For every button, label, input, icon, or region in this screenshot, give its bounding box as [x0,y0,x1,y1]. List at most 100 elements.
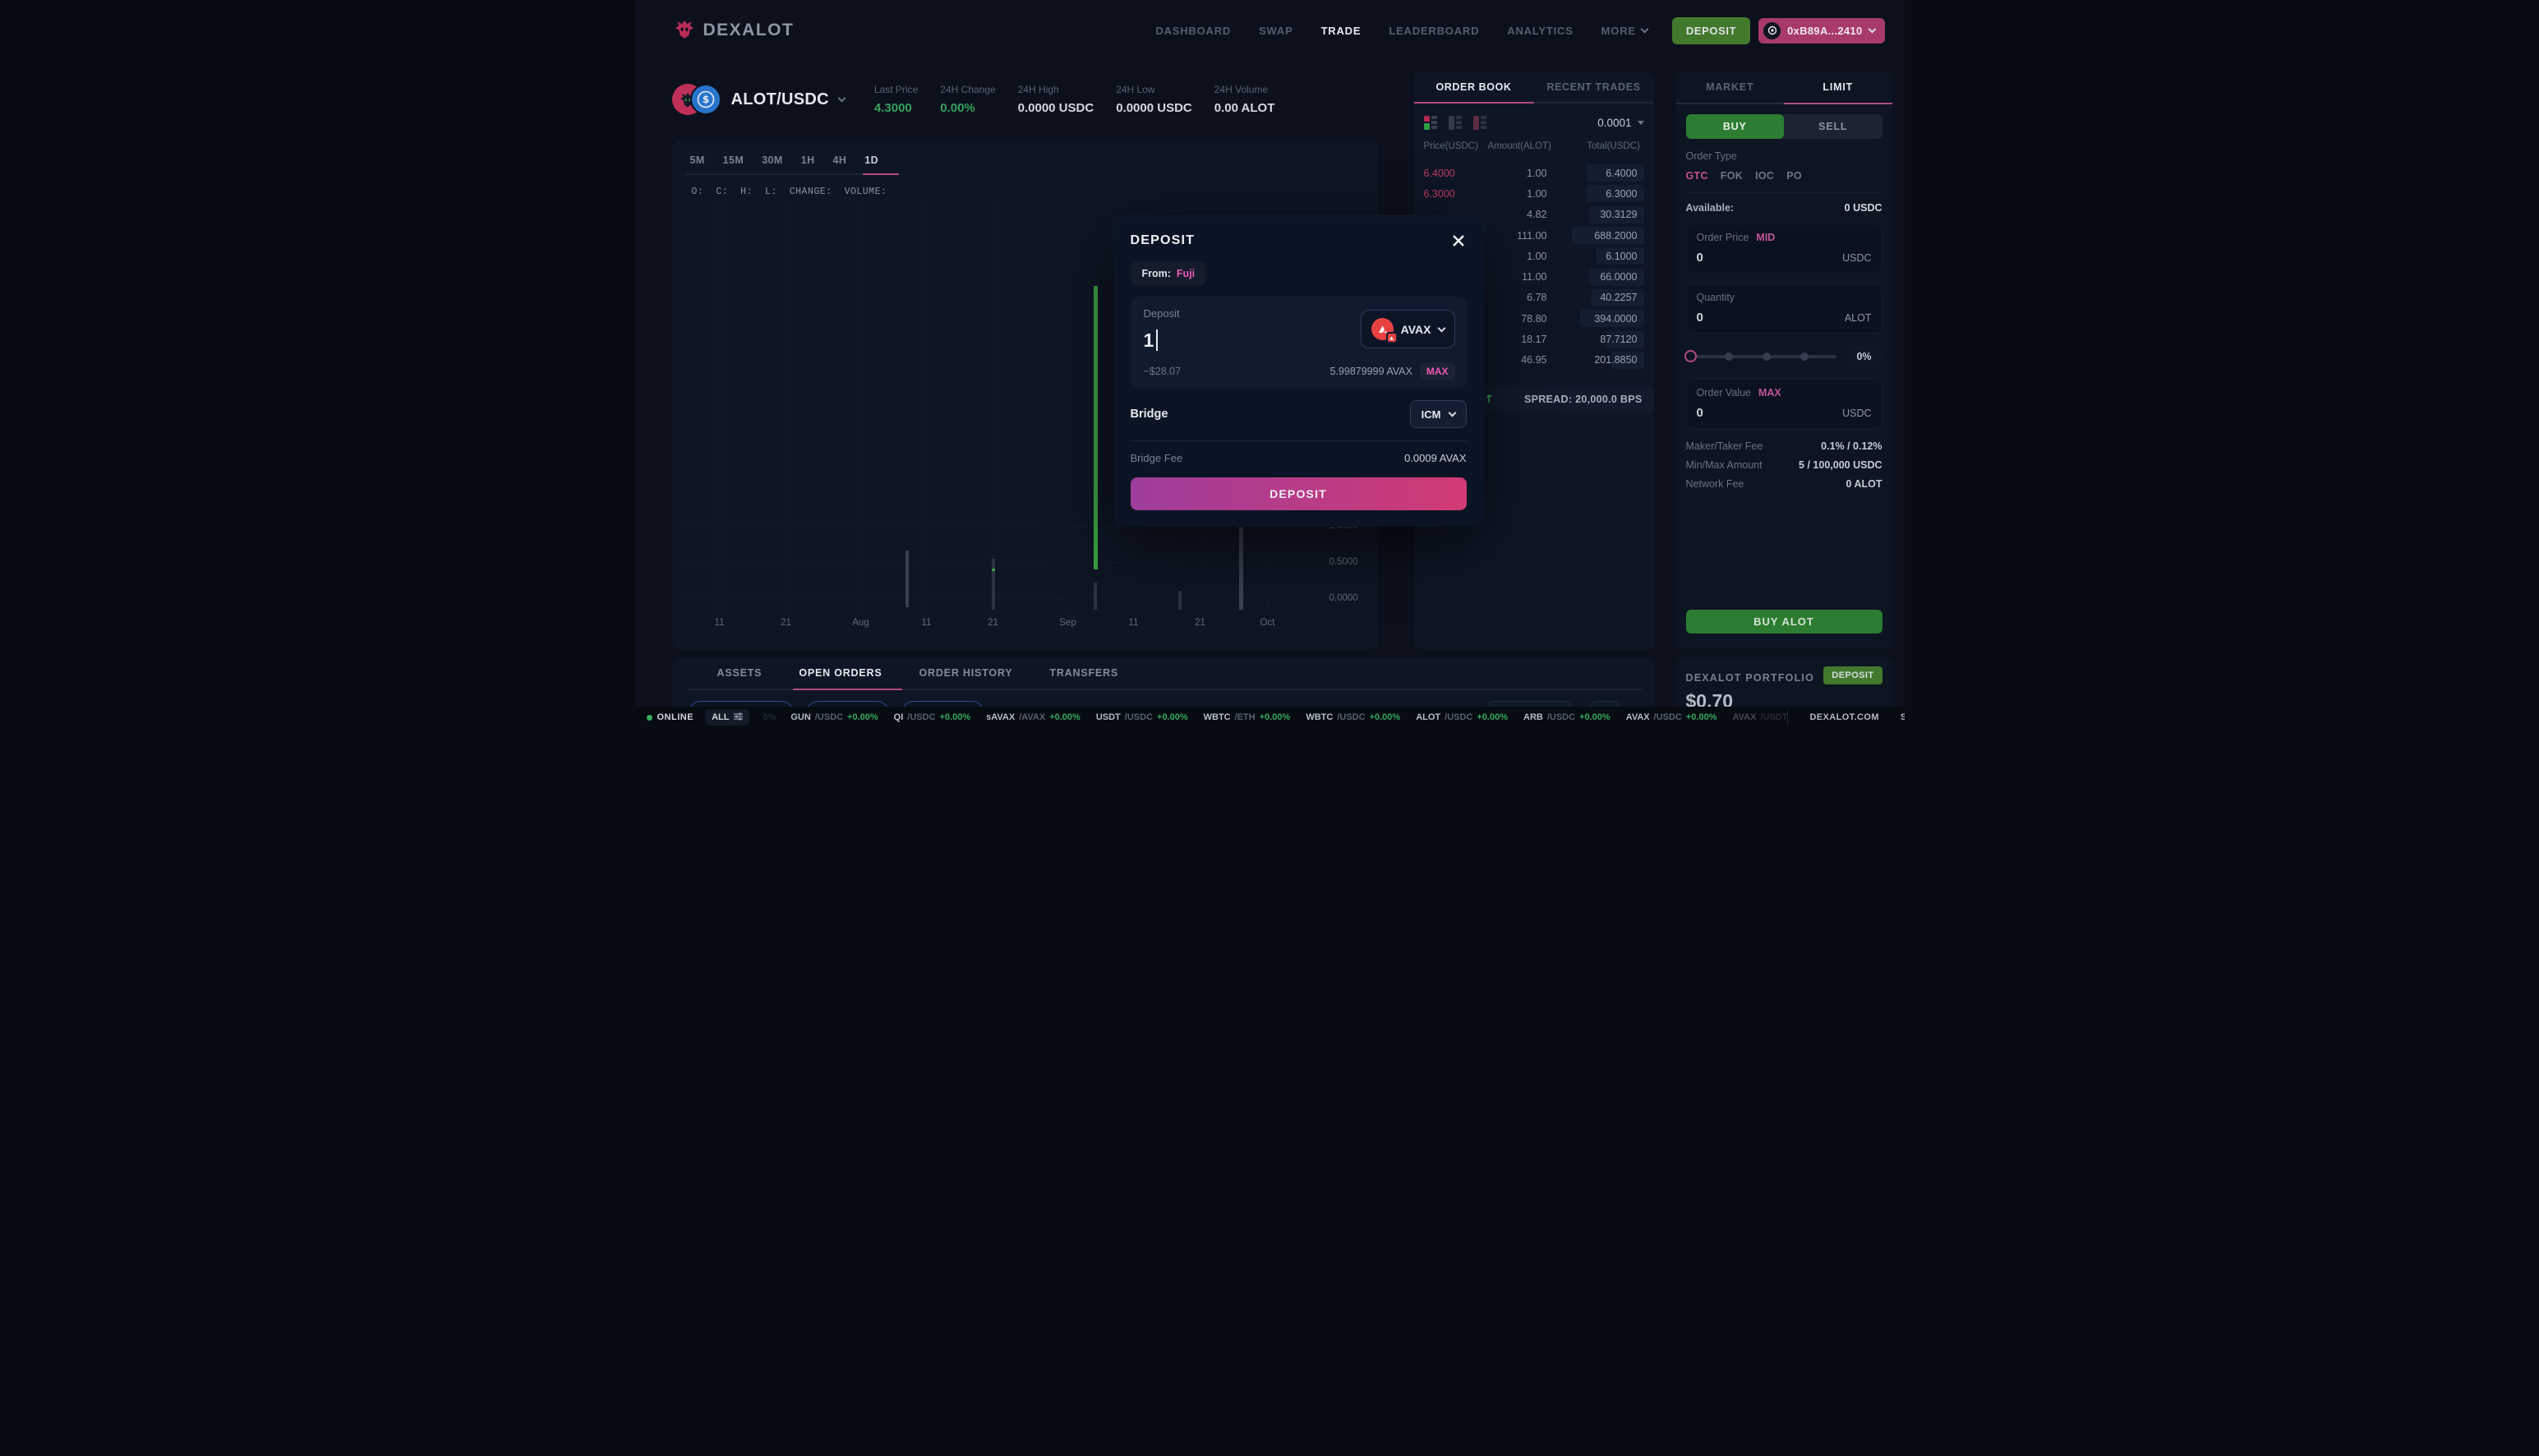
nav-item-trade[interactable]: TRADE [1320,24,1362,37]
top-nav: DEXALOT DASHBOARD SWAP TRADE LEADERBOARD… [634,0,1905,61]
link-dexalot-com[interactable]: DEXALOT.COM [1809,712,1879,722]
timeframe-4h[interactable]: 4H [832,154,847,166]
ticker-item[interactable]: ALOT/USDC +0.00% [1416,712,1508,722]
orderbook-rows: 6.4000 1.00 6.4000 6.3000 1.00 6.3000 4.82… [1424,163,1644,371]
order-type-gtc[interactable]: GTC [1685,170,1708,182]
grid-line [993,205,994,612]
order-type-fok[interactable]: FOK [1720,170,1744,182]
timeframe-30m[interactable]: 30M [762,154,783,166]
tab-limit[interactable]: LIMIT [1822,81,1854,93]
maker-taker-fee-row: Maker/Taker Fee 0.1% / 0.12% [1685,440,1882,452]
order-value-field[interactable]: Order Value MAX 0 USDC [1685,379,1882,429]
nav-item-dashboard[interactable]: DASHBOARD [1155,24,1232,37]
tab-open-orders[interactable]: OPEN ORDERS [799,667,882,679]
nav-deposit-button[interactable]: DEPOSIT [1671,16,1751,44]
deposit-amount-input[interactable]: 1 [1144,329,1158,352]
link-support[interactable]: SUPPORT [1900,712,1905,722]
stat-24h-low: 24H Low 0.0000 USDC [1116,84,1192,115]
tab-market[interactable]: MARKET [1706,81,1754,93]
book-view-bids-icon[interactable] [1448,115,1463,130]
ask-row[interactable]: 46.95 201.8850 [1424,350,1644,371]
col-amount: Amount(ALOT) [1487,141,1551,151]
order-type-label: Order Type [1685,150,1737,162]
token-selector[interactable]: AVAX [1360,310,1455,348]
slider-handle[interactable] [1684,350,1697,362]
ask-row[interactable]: 6.4000 1.00 6.4000 [1424,163,1644,183]
order-type-options: GTC FOK IOC PO [1686,170,1882,182]
buy-tab[interactable]: BUY [1685,114,1784,139]
book-view-both-icon[interactable] [1423,115,1438,130]
tab-order-history[interactable]: ORDER HISTORY [919,667,1013,679]
ticker-item[interactable]: WBTC/ETH +0.00% [1203,712,1291,722]
ticker-item[interactable]: sAVAX/AVAX +0.00% [986,712,1081,722]
ask-row[interactable]: 4.82 30.3129 [1424,205,1644,225]
tab-transfers[interactable]: TRANSFERS [1049,667,1118,679]
nav-item-more[interactable]: MORE [1601,25,1649,37]
wallet-avatar [1763,21,1781,39]
modal-deposit-button[interactable]: DEPOSIT [1130,477,1467,510]
ask-row[interactable]: 11.00 66.0000 [1424,266,1644,287]
timeframe-underline [684,173,899,175]
ticker-item[interactable]: AVAX/USDC +0.00% [1625,712,1717,722]
ticker-item[interactable]: AVAX/USDT [1732,712,1788,722]
sell-tab[interactable]: SELL [1818,121,1848,132]
grid-line [681,562,1356,563]
dexalot-logo-icon [672,16,697,45]
quantity-slider[interactable] [1684,350,1836,362]
tab-order-book[interactable]: ORDER BOOK [1435,81,1512,93]
usd-estimate: ~$28.07 [1143,366,1182,377]
pair-header: $ ALOT/USDC Last Price 4.3000 24H Change… [671,72,1379,127]
close-icon[interactable] [1450,233,1467,249]
mid-tag[interactable]: MID [1756,232,1776,243]
ask-row[interactable]: 6.78 40.2257 [1424,288,1644,308]
timeframe-5m[interactable]: 5M [689,154,705,166]
tab-recent-trades[interactable]: RECENT TRADES [1546,81,1641,93]
order-price-field[interactable]: Order Price MID 0 USDC [1685,223,1882,274]
portfolio-deposit-button[interactable]: DEPOSIT [1823,666,1882,684]
buy-alot-button[interactable]: BUY ALOT [1685,610,1882,634]
max-tag[interactable]: MAX [1758,387,1781,399]
timeframe-1h[interactable]: 1H [800,154,815,166]
ask-row[interactable]: 111.00 688.2000 [1424,225,1644,246]
timeframe-15m[interactable]: 15M [722,154,744,166]
ticker-filter-button[interactable]: ALL [705,709,750,726]
nav-item-swap[interactable]: SWAP [1259,24,1293,37]
volume-bar [1238,525,1243,610]
caret-down-icon [1637,120,1644,125]
nav-item-analytics[interactable]: ANALYTICS [1507,24,1574,37]
quantity-field[interactable]: Quantity 0 ALOT [1685,283,1882,334]
bridge-dropdown[interactable]: ICM [1409,400,1467,428]
timeframe-1d[interactable]: 1D [864,154,879,166]
max-button[interactable]: MAX [1419,362,1455,380]
nav-item-leaderboard[interactable]: LEADERBOARD [1389,24,1480,37]
x-axis-label: Oct [1260,618,1275,628]
ticker-item[interactable]: QI/USDC +0.00% [893,712,971,722]
wallet-button[interactable]: 0xB89A...2410 [1758,17,1885,44]
chevron-down-icon[interactable] [837,94,846,103]
order-type-ioc[interactable]: IOC [1755,170,1775,182]
ticker-item[interactable]: USDT/USDC +0.00% [1095,712,1188,722]
ask-row[interactable]: 6.3000 1.00 6.3000 [1424,183,1644,204]
ticker-item[interactable]: GUN/USDC +0.00% [790,712,878,722]
precision-value: 0.0001 [1597,116,1632,129]
deposit-amount-card: Deposit 1 AVAX ~$28.07 5.99879999 AVAX M… [1130,297,1467,389]
x-axis-label: 11 [1128,618,1139,628]
orderbook-toolbar: 0.0001 [1423,112,1644,133]
orderbook-tabs: ORDER BOOK RECENT TRADES [1414,72,1654,103]
brand[interactable]: DEXALOT [672,16,795,45]
book-view-asks-icon[interactable] [1472,115,1487,130]
precision-dropdown[interactable]: 0.0001 [1597,116,1644,129]
x-axis-label: 21 [781,618,791,628]
order-type-po[interactable]: PO [1786,170,1802,182]
ticker-item[interactable]: WBTC/USDC +0.00% [1306,712,1401,722]
pair-name[interactable]: ALOT/USDC [730,90,829,108]
tab-assets[interactable]: ASSETS [717,667,763,679]
volume-bar [905,551,909,607]
ask-row[interactable]: 78.80 394.0000 [1424,308,1644,329]
divider [1130,440,1467,441]
ask-row[interactable]: 18.17 87.7120 [1424,329,1644,349]
order-price-value: 0 [1696,251,1703,265]
trade-tabs: MARKET LIMIT [1676,72,1892,103]
ask-row[interactable]: 1.00 6.1000 [1424,246,1644,266]
ticker-item[interactable]: ARB/USDC +0.00% [1523,712,1610,722]
